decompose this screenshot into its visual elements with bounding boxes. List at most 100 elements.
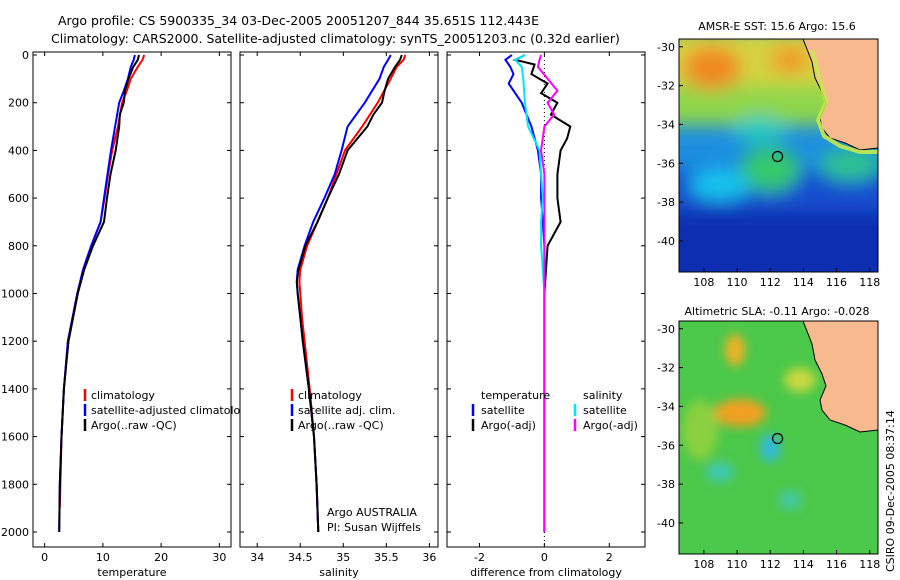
map-y-tick-label: -38	[657, 196, 675, 209]
map-x-tick-label: 112	[760, 276, 781, 289]
legend-label: Argo(-adj)	[583, 419, 638, 432]
temperature-legend: climatology satellite-adjusted climatolog…	[83, 389, 254, 432]
y-tick-label: 1800	[1, 478, 29, 491]
difference-panel: -2 0 2 difference from climatology tempera…	[446, 51, 646, 579]
sla-map-frame	[678, 320, 879, 555]
difference-lines	[504, 52, 572, 547]
sst-cyan-blob	[690, 170, 750, 200]
salinity-axes-box	[239, 51, 439, 548]
map-y-tick-label: -32	[657, 80, 675, 93]
temperature-axes-box	[32, 51, 232, 548]
legend-label: climatology	[91, 389, 155, 402]
legend-label: satellite	[481, 404, 525, 417]
salinity-xlabel: salinity	[319, 566, 359, 579]
map-x-tick-label: 112	[760, 558, 781, 571]
y-tick-label: 1600	[1, 431, 29, 444]
sst-warm-blob	[682, 46, 742, 90]
y-tick-label: 1400	[1, 383, 29, 396]
legend-label: Argo(..raw -QC)	[91, 419, 177, 432]
map-y-tick-label: -32	[657, 362, 675, 375]
sst-warm-blob-2	[770, 46, 810, 74]
legend-group-title: temperature	[481, 389, 550, 402]
map-y-tick-label: -36	[657, 157, 675, 170]
legend-label: climatology	[298, 389, 362, 402]
sst-map-frame	[678, 38, 879, 273]
sst-coastal-band	[810, 49, 878, 154]
x-tick-label: 34.5	[288, 551, 313, 564]
sla-high-blob	[714, 399, 766, 427]
sla-argo-marker	[771, 432, 784, 445]
salinity-legend: climatology satellite adj. clim. Argo(..ra…	[290, 389, 395, 432]
x-tick-label: 10	[96, 551, 110, 564]
x-tick-label: 2	[606, 551, 613, 564]
sst-cyan-blob-2	[734, 116, 786, 144]
y-tick-label: 2000	[1, 526, 29, 539]
map-x-tick-label: 116	[826, 276, 847, 289]
sla-map-field	[679, 321, 878, 554]
sla-low-blob	[760, 434, 780, 462]
y-tick-label: 200	[8, 97, 29, 110]
salinity-lines	[295, 54, 407, 533]
argo-pi-label: PI: Susan Wijffels	[327, 521, 421, 534]
difference-axes-box	[446, 51, 646, 548]
x-tick-label: 0	[41, 551, 48, 564]
map-y-tick-label: -30	[657, 323, 675, 336]
temperature-ticks: 0 10 20 30 0 200 400 600 800 1000 1200 1400 1600 1800…	[1, 49, 231, 564]
sst-map-panel: AMSR-E SST: 15.6 Argo: 15.6 108 110 112 114…	[657, 20, 880, 289]
sla-lime-blob	[682, 400, 718, 460]
temperature-lines	[58, 54, 146, 533]
csiro-timestamp: CSIRO 09-Dec-2005 08:37:14	[884, 410, 897, 572]
series-line-argo	[295, 54, 403, 533]
sst-map-field	[679, 39, 878, 272]
x-tick-label: 35	[336, 551, 350, 564]
y-tick-label: 1000	[1, 288, 29, 301]
map-y-tick-label: -34	[657, 400, 675, 413]
sst-map-title: AMSR-E SST: 15.6 Argo: 15.6	[698, 20, 856, 33]
map-y-tick-label: -30	[657, 41, 675, 54]
map-x-tick-label: 108	[693, 558, 714, 571]
sla-land-mass	[802, 321, 878, 433]
argo-program-label: Argo AUSTRALIA	[327, 506, 417, 519]
x-tick-label: 0	[541, 551, 548, 564]
difference-legend: temperature satellite Argo(-adj) salinity sa…	[471, 389, 638, 432]
series-line-argo	[58, 54, 140, 533]
temperature-panel: 0 10 20 30 0 200 400 600 800 1000 1200 1400 1600 1800…	[1, 49, 254, 579]
legend-label: satellite-adjusted climatology	[91, 404, 254, 417]
map-y-tick-label: -38	[657, 478, 675, 491]
map-x-tick-label: 114	[793, 558, 814, 571]
legend-label: satellite	[583, 404, 627, 417]
sla-map-title: Altimetric SLA: -0.11 Argo: -0.028	[685, 305, 870, 318]
sla-yellow-blob	[784, 368, 816, 392]
map-x-tick-label: 110	[727, 558, 748, 571]
map-x-tick-label: 118	[859, 276, 880, 289]
sla-map-ticks: 108 110 112 114 116 118 -30 -32 -34 -36 -38 -40	[657, 323, 880, 571]
map-x-tick-label: 116	[826, 558, 847, 571]
figure-title-line2: Climatology: CARS2000. Satellite-adjuste…	[51, 31, 620, 46]
y-tick-label: 600	[8, 192, 29, 205]
sla-high-blob-2	[725, 334, 745, 366]
series-line-s_argo	[536, 54, 559, 532]
map-x-tick-label: 118	[859, 558, 880, 571]
sla-low-blob-2	[706, 462, 734, 482]
map-x-tick-label: 108	[693, 276, 714, 289]
legend-label: Argo(-adj)	[481, 419, 536, 432]
y-tick-label: 800	[8, 240, 29, 253]
difference-ticks: -2 0 2	[447, 52, 645, 564]
figure-title-line1: Argo profile: CS 5900335_34 03-Dec-2005 …	[58, 13, 539, 28]
temperature-xlabel: temperature	[97, 566, 166, 579]
sst-argo-marker	[771, 150, 784, 163]
sst-green-blob-2	[820, 149, 878, 181]
x-tick-label: 35.5	[374, 551, 399, 564]
sst-green-blob	[740, 148, 800, 192]
sla-map-panel: Altimetric SLA: -0.11 Argo: -0.028 108 11…	[657, 305, 880, 571]
map-x-tick-label: 114	[793, 276, 814, 289]
sla-low-blob-3	[778, 490, 802, 510]
difference-xlabel: difference from climatology	[470, 566, 622, 579]
map-y-tick-label: -36	[657, 439, 675, 452]
legend-group-title: salinity	[583, 389, 623, 402]
y-tick-label: 400	[8, 144, 29, 157]
map-y-tick-label: -40	[657, 517, 675, 530]
sst-field-blobs	[679, 39, 878, 272]
sst-map-ticks: 108 110 112 114 116 118 -30 -32 -34 -36 -38 -40	[657, 41, 880, 289]
